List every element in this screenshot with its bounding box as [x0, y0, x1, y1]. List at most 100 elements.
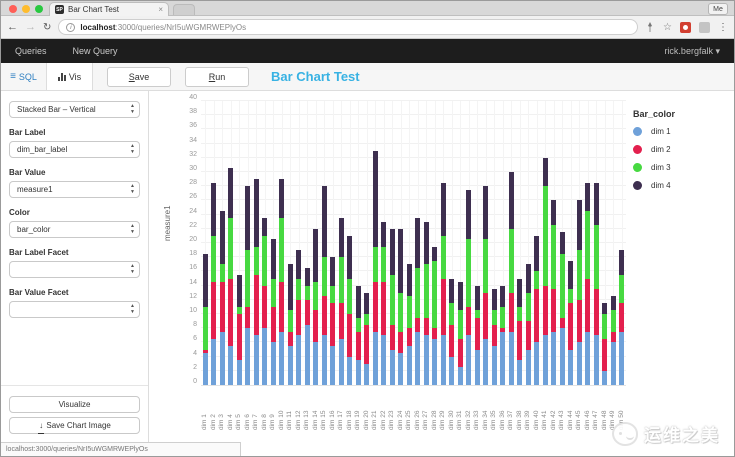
bar-segment-dim-4[interactable]	[364, 292, 370, 314]
bar-segment-dim-4[interactable]	[551, 200, 557, 226]
bar-segment-dim-1[interactable]	[372, 331, 378, 385]
extension-icon[interactable]	[699, 21, 710, 33]
bar-segment-dim-3[interactable]	[338, 257, 344, 304]
bar-segment-dim-1[interactable]	[330, 345, 336, 385]
bar-segment-dim-3[interactable]	[304, 285, 310, 300]
bar-segment-dim-1[interactable]	[593, 335, 599, 385]
bar-segment-dim-1[interactable]	[245, 328, 251, 385]
bar-segment-dim-3[interactable]	[585, 211, 591, 279]
bar-segment-dim-3[interactable]	[262, 235, 268, 286]
bar-segment-dim-1[interactable]	[559, 328, 565, 385]
bar-segment-dim-2[interactable]	[568, 303, 574, 350]
user-menu[interactable]: rick.bergfalk ▾	[664, 45, 720, 56]
bar-segment-dim-3[interactable]	[593, 225, 599, 290]
bar-segment-dim-4[interactable]	[491, 289, 497, 311]
bar-segment-dim-1[interactable]	[338, 338, 344, 385]
bar-segment-dim-4[interactable]	[321, 186, 327, 258]
bar-segment-dim-2[interactable]	[585, 278, 591, 332]
bar-segment-dim-2[interactable]	[219, 282, 225, 332]
tab-close-icon[interactable]: ×	[158, 5, 163, 14]
bar-segment-dim-2[interactable]	[542, 285, 548, 336]
bar-segment-dim-1[interactable]	[491, 345, 497, 385]
bar-segment-dim-1[interactable]	[585, 331, 591, 385]
bar-segment-dim-1[interactable]	[534, 342, 540, 385]
bar-segment-dim-4[interactable]	[279, 179, 285, 219]
bar-segment-dim-1[interactable]	[602, 370, 608, 385]
bar-segment-dim-3[interactable]	[202, 306, 208, 350]
bar-segment-dim-4[interactable]	[415, 218, 421, 268]
bar-segment-dim-3[interactable]	[423, 264, 429, 318]
bar-segment-dim-3[interactable]	[525, 292, 531, 322]
bar-segment-dim-3[interactable]	[347, 278, 353, 314]
bar-segment-dim-4[interactable]	[313, 228, 319, 283]
bar-segment-dim-1[interactable]	[304, 324, 310, 385]
bar-segment-dim-3[interactable]	[287, 310, 293, 332]
bar-segment-dim-3[interactable]	[440, 235, 446, 279]
bar-segment-dim-3[interactable]	[296, 278, 302, 300]
legend-item-dim-4[interactable]: dim 4	[633, 181, 733, 190]
bar-segment-dim-2[interactable]	[457, 338, 463, 368]
bar-label-facet-select[interactable]: ▲ ▼	[9, 261, 140, 278]
bar-segment-dim-3[interactable]	[466, 239, 472, 307]
bar-segment-dim-3[interactable]	[500, 306, 506, 329]
new-tab-button[interactable]	[173, 4, 195, 15]
bar-segment-dim-2[interactable]	[559, 317, 565, 329]
tab-vis[interactable]: Vis	[47, 63, 93, 90]
bar-segment-dim-3[interactable]	[551, 225, 557, 290]
bar-segment-dim-3[interactable]	[364, 314, 370, 325]
bar-segment-dim-1[interactable]	[500, 331, 506, 385]
bar-segment-dim-1[interactable]	[432, 338, 438, 385]
bar-segment-dim-1[interactable]	[321, 335, 327, 385]
bar-segment-dim-1[interactable]	[406, 345, 412, 385]
bar-segment-dim-3[interactable]	[534, 271, 540, 290]
bar-segment-dim-4[interactable]	[474, 285, 480, 311]
bar-segment-dim-2[interactable]	[602, 338, 608, 371]
bar-segment-dim-3[interactable]	[483, 239, 489, 293]
chrome-menu-icon[interactable]: ⋮	[718, 21, 728, 33]
bar-segment-dim-3[interactable]	[253, 246, 259, 275]
bar-segment-dim-4[interactable]	[245, 186, 251, 251]
bar-segment-dim-2[interactable]	[381, 282, 387, 336]
bar-segment-dim-1[interactable]	[228, 345, 234, 385]
bar-segment-dim-1[interactable]	[279, 331, 285, 385]
bar-label-select[interactable]: dim_bar_label ▲ ▼	[9, 141, 140, 158]
bar-segment-dim-1[interactable]	[415, 331, 421, 385]
bar-segment-dim-1[interactable]	[355, 360, 361, 385]
nav-queries[interactable]: Queries	[15, 46, 47, 56]
bar-segment-dim-4[interactable]	[236, 274, 242, 307]
browser-tab[interactable]: SP Bar Chart Test ×	[49, 2, 169, 16]
bar-segment-dim-2[interactable]	[517, 321, 523, 361]
bar-segment-dim-4[interactable]	[432, 246, 438, 261]
color-select[interactable]: bar_color ▲ ▼	[9, 221, 140, 238]
bar-segment-dim-3[interactable]	[355, 317, 361, 332]
bar-segment-dim-3[interactable]	[568, 289, 574, 304]
bar-segment-dim-3[interactable]	[559, 253, 565, 318]
bar-segment-dim-2[interactable]	[508, 292, 514, 332]
bar-segment-dim-1[interactable]	[262, 328, 268, 385]
bar-segment-dim-1[interactable]	[474, 349, 480, 385]
bar-segment-dim-2[interactable]	[202, 349, 208, 354]
bar-segment-dim-4[interactable]	[253, 179, 259, 247]
bar-segment-dim-1[interactable]	[270, 342, 276, 385]
bar-segment-dim-3[interactable]	[602, 314, 608, 339]
bar-segment-dim-2[interactable]	[619, 303, 625, 332]
bar-segment-dim-3[interactable]	[610, 310, 616, 332]
bar-segment-dim-2[interactable]	[466, 306, 472, 336]
bar-segment-dim-4[interactable]	[457, 282, 463, 311]
bar-segment-dim-2[interactable]	[389, 324, 395, 350]
bar-segment-dim-3[interactable]	[321, 257, 327, 297]
window-minimize-button[interactable]	[22, 5, 30, 13]
page-info-icon[interactable]: i	[66, 22, 76, 32]
bar-segment-dim-3[interactable]	[619, 274, 625, 304]
bar-segment-dim-4[interactable]	[559, 232, 565, 254]
reload-icon[interactable]: ↻	[43, 21, 52, 33]
bar-segment-dim-1[interactable]	[296, 335, 302, 385]
bar-segment-dim-1[interactable]	[508, 331, 514, 385]
bar-segment-dim-4[interactable]	[355, 285, 361, 318]
bar-value-select[interactable]: measure1 ▲ ▼	[9, 181, 140, 198]
bar-segment-dim-4[interactable]	[202, 253, 208, 307]
bar-segment-dim-4[interactable]	[406, 264, 412, 297]
bar-segment-dim-4[interactable]	[347, 235, 353, 279]
bar-segment-dim-4[interactable]	[534, 235, 540, 272]
bar-segment-dim-4[interactable]	[219, 211, 225, 265]
